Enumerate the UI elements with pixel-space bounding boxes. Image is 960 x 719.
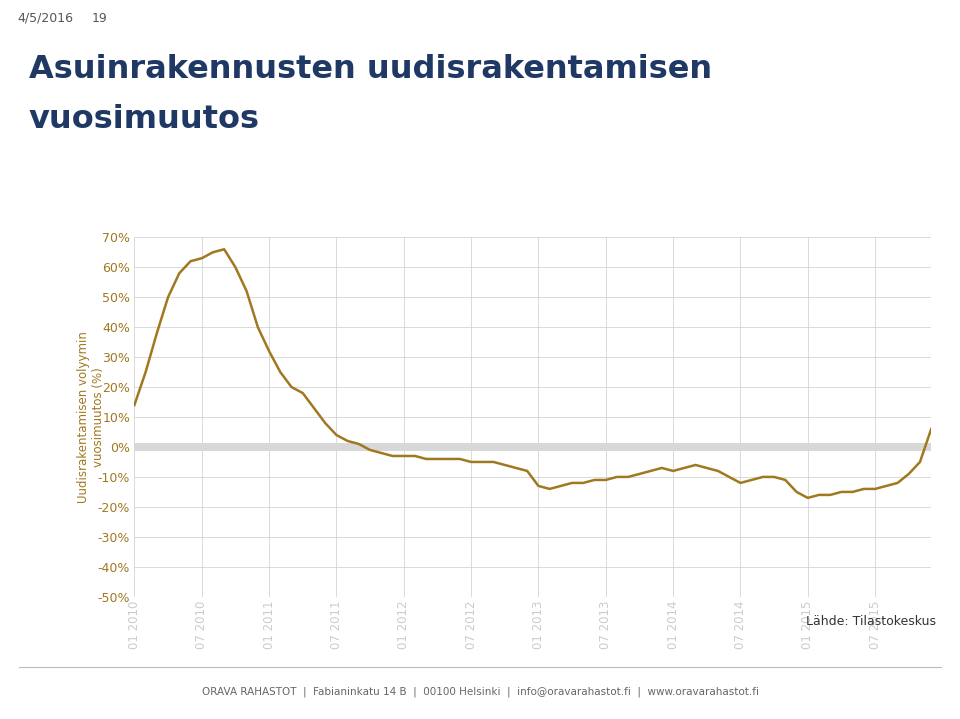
Text: 4/5/2016: 4/5/2016: [17, 12, 73, 24]
Text: Lähde: Tilastokeskus: Lähde: Tilastokeskus: [806, 615, 936, 628]
Text: 19: 19: [91, 12, 107, 24]
Text: vuosimuutos: vuosimuutos: [29, 104, 260, 135]
Text: Asuinrakennusten uudisrakentamisen: Asuinrakennusten uudisrakentamisen: [29, 54, 712, 85]
Bar: [134, 444, 931, 451]
Y-axis label: Uudisrakentamisen volyymin
vuosimuutos (%): Uudisrakentamisen volyymin vuosimuutos (…: [77, 331, 105, 503]
Text: ORAVA RAHASTOT  |  Fabianinkatu 14 B  |  00100 Helsinki  |  info@oravarahastot.f: ORAVA RAHASTOT | Fabianinkatu 14 B | 001…: [202, 687, 758, 697]
